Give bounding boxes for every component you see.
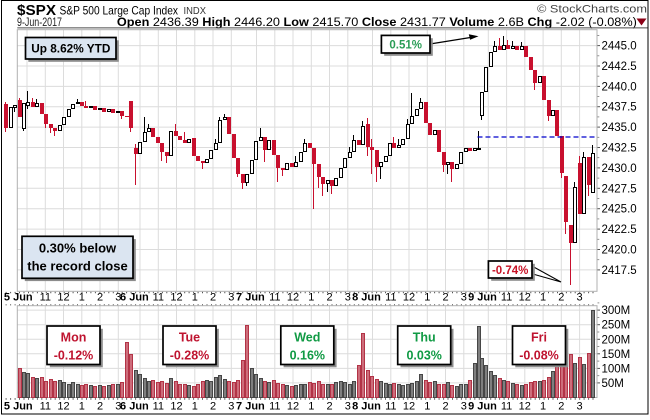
svg-text:2417.5: 2417.5 [602,265,637,277]
svg-text:12: 12 [57,292,69,304]
svg-text:11: 11 [501,400,512,412]
svg-text:1: 1 [308,400,314,412]
svg-text:1: 1 [424,400,430,412]
svg-text:2: 2 [97,292,103,304]
svg-text:12: 12 [170,400,182,412]
svg-text:2: 2 [210,400,216,412]
svg-text:3: 3 [115,400,121,412]
svg-text:300M: 300M [602,305,631,317]
svg-text:3: 3 [461,400,467,412]
svg-text:12: 12 [403,292,415,304]
svg-text:2: 2 [210,292,216,304]
svg-text:0.03%: 0.03% [406,348,441,362]
svg-text:INDX: INDX [184,5,207,17]
svg-text:8 Jun: 8 Jun [352,292,381,304]
svg-text:12: 12 [403,400,415,412]
svg-text:2: 2 [558,400,564,412]
svg-text:-0.74%: -0.74% [492,265,528,277]
svg-text:Open 2436.39 High 2446.20 Lo: Open 2436.39 High 2446.20 Low 2415.70 Cl… [117,17,637,29]
svg-text:1: 1 [308,292,314,304]
svg-text:5 Jun: 5 Jun [4,292,33,304]
svg-text:1: 1 [540,400,546,412]
svg-text:Fri: Fri [531,330,547,344]
svg-text:3: 3 [228,400,234,412]
svg-text:11: 11 [501,292,512,304]
svg-text:2427.5: 2427.5 [602,183,637,195]
svg-text:Up 8.62% YTD: Up 8.62% YTD [31,42,111,56]
svg-text:2445.0: 2445.0 [602,41,637,53]
svg-text:12: 12 [519,400,531,412]
svg-text:-0.12%: -0.12% [54,348,94,362]
svg-text:6 Jun: 6 Jun [120,292,149,304]
svg-text:3: 3 [345,400,351,412]
svg-text:2: 2 [442,292,448,304]
svg-text:Wed: Wed [294,330,320,344]
svg-text:-0.08%: -0.08% [519,348,559,362]
svg-text:5 Jun: 5 Jun [4,400,33,412]
svg-text:-0.28%: -0.28% [170,348,210,362]
svg-text:250M: 250M [602,320,631,332]
svg-text:3: 3 [228,292,234,304]
svg-text:2420.0: 2420.0 [602,245,637,257]
svg-text:the record close: the record close [27,259,127,274]
svg-text:2: 2 [442,400,448,412]
svg-text:7 Jun: 7 Jun [236,292,265,304]
svg-text:2: 2 [97,400,103,412]
svg-text:0.51%: 0.51% [389,40,422,52]
svg-text:50M: 50M [602,378,624,390]
svg-text:3: 3 [577,292,583,304]
svg-text:2425.0: 2425.0 [602,204,637,216]
svg-text:Tue: Tue [179,330,200,344]
svg-text:1: 1 [79,292,85,304]
svg-text:9 Jun: 9 Jun [468,400,497,412]
svg-text:12: 12 [287,292,299,304]
svg-text:2: 2 [326,292,332,304]
svg-text:1: 1 [79,400,85,412]
svg-text:1: 1 [192,292,198,304]
svg-text:2442.5: 2442.5 [602,61,637,73]
svg-text:6 Jun: 6 Jun [120,400,149,412]
svg-text:11: 11 [40,292,51,304]
svg-text:2437.5: 2437.5 [602,102,637,114]
svg-text:2430.0: 2430.0 [602,163,637,175]
svg-text:2440.0: 2440.0 [602,81,637,93]
svg-text:12: 12 [170,292,182,304]
svg-text:100M: 100M [602,363,631,375]
svg-text:11: 11 [40,400,51,412]
svg-text:2: 2 [326,400,332,412]
svg-text:11: 11 [269,400,280,412]
svg-text:Mon: Mon [61,330,87,344]
svg-text:2: 2 [558,292,564,304]
svg-text:2432.5: 2432.5 [602,143,637,155]
svg-text:0.30% below: 0.30% below [39,241,117,256]
svg-text:0.16%: 0.16% [290,348,325,362]
svg-text:1: 1 [424,292,430,304]
svg-text:3: 3 [461,292,467,304]
svg-text:S&P 500 Large Cap Index: S&P 500 Large Cap Index [60,4,179,18]
svg-text:2435.0: 2435.0 [602,122,637,134]
svg-text:9 Jun: 9 Jun [468,292,497,304]
svg-text:1: 1 [192,400,198,412]
svg-text:2422.5: 2422.5 [602,224,637,236]
svg-text:12: 12 [57,400,69,412]
svg-text:© StockCharts.com: © StockCharts.com [537,4,647,16]
svg-text:1: 1 [540,292,546,304]
svg-text:11: 11 [385,400,396,412]
svg-text:150M: 150M [602,349,631,361]
svg-text:3: 3 [345,292,351,304]
svg-text:7 Jun: 7 Jun [236,400,265,412]
svg-text:11: 11 [153,292,164,304]
svg-text:200M: 200M [602,334,631,346]
svg-text:12: 12 [519,292,531,304]
svg-text:9-Jun-2017: 9-Jun-2017 [17,17,62,29]
svg-text:3: 3 [577,400,583,412]
svg-text:3: 3 [115,292,121,304]
svg-text:11: 11 [385,292,396,304]
svg-text:8 Jun: 8 Jun [352,400,381,412]
svg-text:Thu: Thu [413,330,436,344]
svg-text:11: 11 [153,400,164,412]
svg-text:11: 11 [269,292,280,304]
svg-text:12: 12 [287,400,299,412]
svg-text:$SPX: $SPX [17,2,56,19]
